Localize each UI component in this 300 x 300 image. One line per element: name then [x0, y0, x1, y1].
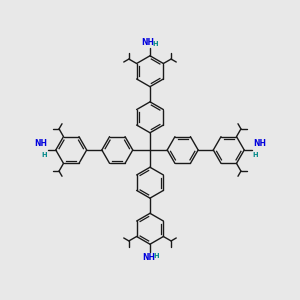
Text: H: H [153, 253, 159, 259]
Text: NH: NH [141, 38, 154, 47]
Text: NH: NH [34, 139, 47, 148]
Text: H: H [152, 41, 158, 47]
Text: NH: NH [253, 139, 266, 148]
Text: H: H [41, 152, 47, 158]
Text: NH: NH [142, 253, 155, 262]
Text: H: H [253, 152, 259, 158]
